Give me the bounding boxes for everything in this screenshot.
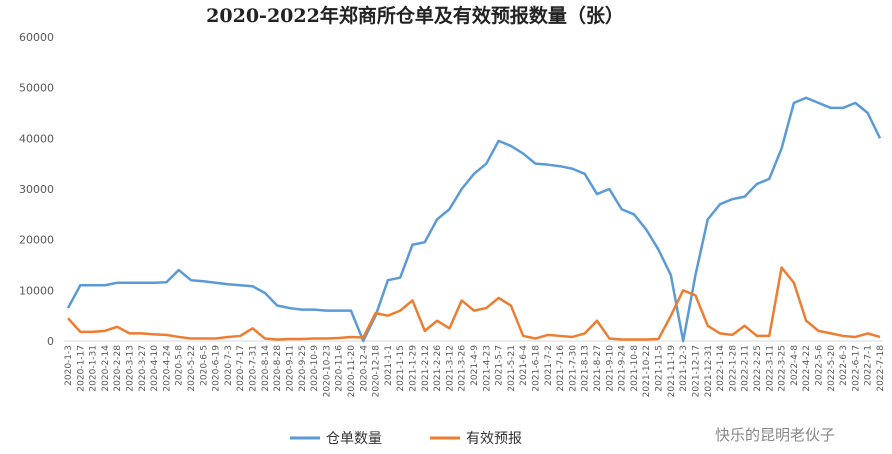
- y-tick-label: 0: [47, 335, 54, 348]
- x-tick-label: 2021-6-18: [532, 345, 542, 392]
- x-tick-label: 2022-4-8: [790, 345, 800, 386]
- x-tick-label: 2020-2-14: [101, 345, 111, 392]
- x-tick-label: 2021-7-30: [568, 345, 578, 392]
- x-tick-label: 2022-7-1: [864, 345, 874, 386]
- x-tick-label: 2021-1-15: [396, 345, 406, 392]
- x-tick-label: 2021-5-7: [495, 345, 505, 386]
- x-tick-label: 2020-7-17: [236, 345, 246, 392]
- x-tick-label: 2021-1-1: [384, 345, 394, 386]
- x-tick-label: 2021-3-12: [445, 345, 455, 392]
- x-tick-label: 2021-7-16: [556, 345, 566, 392]
- x-tick-label: 2022-2-11: [741, 345, 751, 392]
- x-tick-label: 2021-2-12: [421, 345, 431, 392]
- y-tick-label: 20000: [19, 234, 54, 247]
- x-tick-label: 2020-11-6: [335, 345, 345, 392]
- x-tick-label: 2021-12-31: [704, 345, 714, 397]
- x-tick-label: 2020-3-27: [138, 345, 148, 392]
- legend-label: 仓单数量: [326, 431, 382, 447]
- x-tick-label: 2021-11-5: [655, 345, 665, 392]
- x-tick-label: 2022-1-28: [728, 345, 738, 392]
- x-tick-label: 2022-7-18: [876, 345, 886, 392]
- x-tick-label: 2021-9-10: [605, 345, 615, 392]
- x-tick-label: 2020-5-8: [175, 345, 185, 386]
- x-tick-label: 2021-8-13: [581, 345, 591, 392]
- x-tick-label: 2022-6-3: [839, 345, 849, 386]
- x-tick-label: 2020-2-28: [113, 345, 123, 392]
- x-tick-label: 2020-11-20: [347, 345, 357, 398]
- legend-label: 有效预报: [466, 431, 522, 447]
- x-tick-label: 2022-5-6: [814, 345, 824, 386]
- x-tick-label: 2020-5-22: [187, 345, 197, 392]
- x-tick-label: 2020-4-10: [150, 345, 160, 392]
- series-line: [66, 96, 882, 343]
- x-tick-label: 2022-3-25: [778, 345, 788, 392]
- x-tick-label: 2020-12-4: [359, 345, 369, 392]
- x-tick-label: 2022-1-14: [716, 345, 726, 392]
- x-tick-label: 2021-12-17: [691, 345, 701, 397]
- y-tick-label: 40000: [19, 132, 54, 145]
- x-tick-label: 2020-6-5: [199, 345, 209, 386]
- x-tick-label: 2020-10-9: [310, 345, 320, 392]
- x-tick-label: 2021-2-26: [433, 345, 443, 392]
- x-tick-label: 2021-4-9: [470, 345, 480, 386]
- x-tick-label: 2021-10-8: [630, 345, 640, 392]
- x-tick-label: 2021-1-29: [408, 345, 418, 392]
- x-tick-label: 2020-3-13: [126, 345, 136, 392]
- x-tick-label: 2020-9-11: [285, 345, 295, 392]
- x-tick-label: 2022-2-25: [753, 345, 763, 392]
- y-tick-label: 60000: [19, 31, 54, 44]
- x-tick-label: 2020-1-31: [89, 345, 99, 392]
- chart-title: 2020-2022年郑商所仓单及有效预报数量（张）: [206, 4, 624, 27]
- x-tick-label: 2021-4-23: [482, 345, 492, 392]
- x-tick-label: 2020-1-17: [76, 345, 86, 392]
- x-tick-label: 2020-8-28: [273, 345, 283, 392]
- x-tick-label: 2021-9-24: [618, 345, 628, 392]
- x-tick-label: 2020-6-19: [212, 345, 222, 392]
- x-tick-label: 2021-8-27: [593, 345, 603, 392]
- x-tick-label: 2021-12-3: [679, 345, 689, 392]
- y-tick-label: 30000: [19, 183, 54, 196]
- x-tick-label: 2021-7-2: [544, 345, 554, 386]
- x-tick-label: 2020-7-31: [249, 345, 259, 392]
- x-tick-label: 2021-11-19: [667, 345, 677, 398]
- x-tick-label: 2020-4-24: [162, 345, 172, 392]
- x-tick-label: 2021-5-21: [507, 345, 517, 392]
- x-tick-label: 2020-12-18: [372, 345, 382, 398]
- x-tick-label: 2020-10-23: [322, 345, 332, 397]
- x-tick-label: 2022-3-11: [765, 345, 775, 392]
- series-line: [67, 266, 881, 341]
- x-tick-label: 2022-5-20: [827, 345, 837, 392]
- x-tick-label: 2020-7-3: [224, 345, 234, 386]
- x-tick-label: 2020-1-3: [64, 345, 74, 386]
- x-tick-label: 2021-10-22: [642, 345, 652, 397]
- y-tick-label: 50000: [19, 82, 54, 95]
- x-tick-label: 2022-6-17: [851, 345, 861, 392]
- x-tick-label: 2021-6-4: [519, 345, 529, 386]
- watermark: 快乐的昆明老伙子: [715, 426, 835, 444]
- x-tick-label: 2020-8-14: [261, 345, 271, 392]
- x-tick-label: 2020-9-25: [298, 345, 308, 392]
- x-tick-label: 2022-4-22: [802, 345, 812, 392]
- y-tick-label: 10000: [19, 284, 54, 297]
- x-tick-label: 2021-3-26: [458, 345, 468, 392]
